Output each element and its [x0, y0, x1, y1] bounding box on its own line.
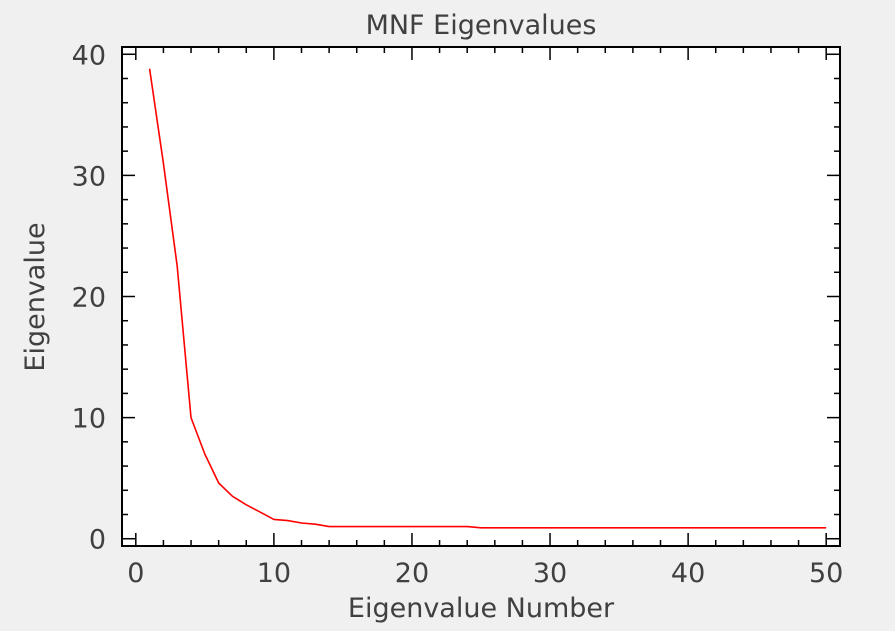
eigenvalue-series-line: [148, 68, 827, 529]
plot-area-background: [122, 47, 840, 546]
y-tick-label: 10: [72, 404, 106, 435]
x-tick-label: 50: [809, 558, 843, 589]
x-tick-label: 10: [257, 558, 291, 589]
x-tick-label: 20: [395, 558, 429, 589]
x-tick-label: 40: [671, 558, 705, 589]
y-tick-label: 30: [72, 161, 106, 192]
x-tick-label: 0: [127, 558, 144, 589]
x-tick-label: 30: [533, 558, 567, 589]
chart-title: MNF Eigenvalues: [366, 10, 597, 41]
line-layer: [148, 68, 827, 529]
plot-frame: [121, 46, 841, 547]
y-tick-label: 0: [89, 525, 106, 556]
y-tick-label: 40: [72, 40, 106, 71]
y-axis-label: Eigenvalue: [20, 222, 51, 371]
labels-layer: 0 10 20 30 40 50 0 10 20 30 40: [72, 40, 844, 589]
y-tick-label: 20: [72, 283, 106, 314]
x-axis-label: Eigenvalue Number: [348, 593, 615, 624]
